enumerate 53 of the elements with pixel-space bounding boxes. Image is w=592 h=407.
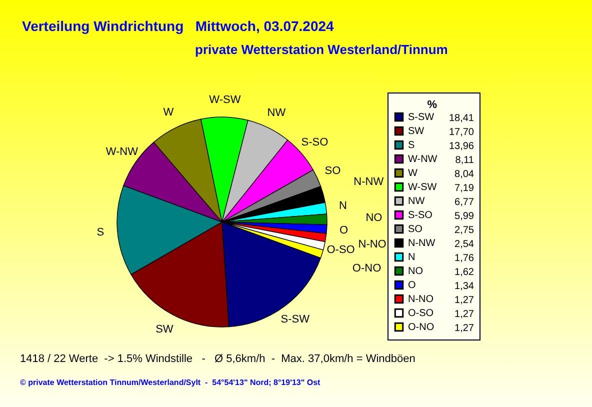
slice-label: S — [96, 226, 104, 238]
legend-label: NW — [408, 196, 426, 207]
slice-label: W-NW — [106, 146, 139, 158]
legend-label: NO — [408, 266, 424, 277]
category-label: NO — [366, 212, 382, 224]
slice-label: SO — [324, 164, 342, 177]
legend-label: O-NO — [408, 322, 434, 333]
slice-label: O-SO — [326, 244, 356, 256]
legend-label: O — [408, 280, 416, 291]
slice-label: N — [338, 200, 347, 212]
legend-label: O-SO — [408, 308, 434, 319]
legend-title: % — [427, 99, 438, 111]
slice-label: NW — [267, 106, 286, 119]
slice-label: O — [339, 224, 348, 236]
data-label: 1,27 — [454, 295, 474, 306]
legend-label: N-NO — [408, 294, 434, 305]
slice-label: N-NW — [354, 176, 384, 188]
legend-label: N-NW — [408, 238, 436, 249]
data-label: 13,96 — [448, 141, 474, 152]
data-label: 2,75 — [454, 225, 474, 236]
data-label: 8,11 — [455, 155, 474, 166]
data-label: 1,62 — [454, 267, 474, 278]
data-label: 1,27 — [454, 323, 474, 334]
data-label: 7,19 — [454, 183, 474, 194]
data-label: 1,76 — [454, 253, 474, 264]
data-label: 1,27 — [454, 309, 474, 320]
slice-label: N-NO — [358, 238, 387, 251]
legend-label: W — [408, 168, 418, 179]
slice-label: W — [163, 106, 174, 118]
data-label: 6,77 — [454, 197, 474, 208]
data-label: 2,54 — [454, 239, 474, 250]
legend-label: W-SW — [408, 182, 438, 193]
text: © private Wetterstation Tinnum/Westerland/Sylt - 54°54'13" Nord; 8°19'13" Ost — [20, 378, 320, 387]
slice-label: O-NO — [352, 262, 382, 274]
chart-subtitle: private Wetterstation Westerland/Tinnum — [195, 42, 448, 57]
legend-label: N — [408, 252, 416, 263]
legend-label: W-NW — [408, 154, 438, 165]
data-label: 17,70 — [448, 127, 474, 138]
data-label: 5,99 — [454, 211, 474, 222]
legend-label: SW — [408, 126, 425, 137]
slice-label: SW — [156, 324, 174, 336]
legend-label: S — [408, 140, 415, 151]
slice-label: W-SW — [209, 94, 242, 106]
slice-label: S-SW — [280, 314, 310, 326]
legend-label: S-SW — [408, 112, 435, 123]
data-label: 8,04 — [454, 169, 474, 180]
text: 1418 / 22 Werte -> 1.5% Windstille - Ø 5,6km/h - Max. 37,0km/h = Windböen — [20, 353, 416, 365]
legend-label: S-SO — [408, 210, 433, 221]
legend-label: SO — [408, 224, 423, 235]
slice-label: S-SO — [301, 136, 329, 149]
chart-title: Verteilung Windrichtung Mittwoch, 03.07.2024 — [22, 18, 334, 34]
data-label: 18,41 — [448, 113, 474, 124]
data-label: 1,34 — [454, 281, 474, 292]
